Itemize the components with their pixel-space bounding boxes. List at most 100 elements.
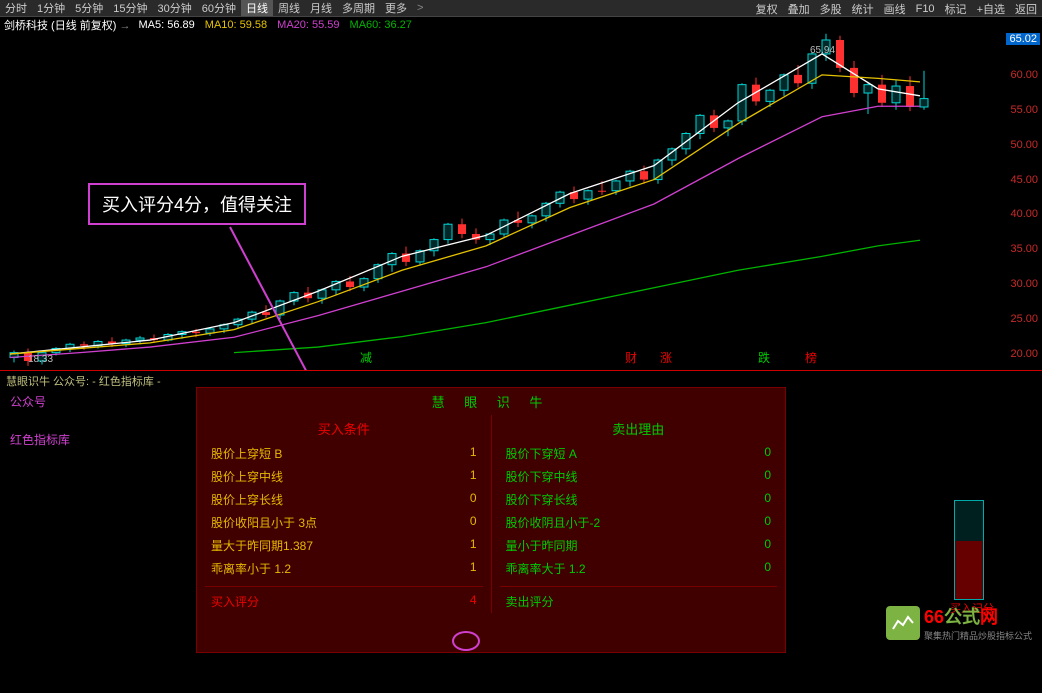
row-val: 0	[764, 468, 771, 485]
row-val: 0	[764, 560, 771, 577]
chart-bottom-mark: 跌	[758, 349, 770, 366]
low-price-label: 18.33	[28, 354, 53, 365]
right-menu-5[interactable]: F10	[911, 3, 940, 15]
y-tick: 60.00	[1010, 69, 1038, 81]
score-row: 股价上穿中线 1	[205, 465, 483, 488]
right-menu-4[interactable]: 画线	[879, 1, 911, 17]
sell-total-label: 卖出评分	[506, 593, 554, 610]
row-label: 股价收阴且小于-2	[506, 514, 601, 531]
timeframe-tab-5[interactable]: 60分钟	[197, 0, 241, 16]
y-tick: 30.00	[1010, 278, 1038, 290]
timeframe-tab-1[interactable]: 1分钟	[32, 0, 70, 16]
sell-column: 卖出理由 股价下穿短 A0股价下穿中线0股价下穿长线0股价收阴且小于-20量小于…	[492, 415, 786, 613]
score-row: 乖离率大于 1.2 0	[500, 557, 778, 580]
score-row: 股价下穿短 A 0	[500, 442, 778, 465]
chart-bottom-mark: 涨	[660, 349, 672, 366]
ma-label: MA5: 56.89	[139, 19, 195, 31]
score-title: 慧 眼 识 牛	[197, 388, 785, 415]
annotation-callout: 买入评分4分，值得关注	[88, 183, 306, 225]
right-menu-8[interactable]: 返回	[1010, 1, 1042, 17]
y-tick: 20.00	[1010, 348, 1038, 360]
y-tick: 45.00	[1010, 174, 1038, 186]
score-row: 股价下穿长线 0	[500, 488, 778, 511]
row-val: 1	[470, 560, 477, 577]
row-val: 1	[470, 445, 477, 462]
chart-bottom-mark: 财	[625, 349, 637, 366]
timeframe-tab-10[interactable]: 更多	[380, 0, 412, 16]
y-tick: 55.00	[1010, 104, 1038, 116]
row-label: 股价下穿短 A	[506, 445, 577, 462]
timeframe-tab-7[interactable]: 周线	[273, 0, 305, 16]
row-val: 1	[470, 537, 477, 554]
score-highlight-circle	[452, 631, 480, 651]
stock-name: 剑桥科技 (日线 前复权) →	[4, 17, 131, 33]
y-tick: 25.00	[1010, 313, 1038, 325]
right-menu-2[interactable]: 多股	[815, 1, 847, 17]
right-menu-6[interactable]: 标记	[940, 1, 972, 17]
y-tick: 50.00	[1010, 139, 1038, 151]
sidebar-text-2: 红色指标库	[10, 431, 70, 448]
sidebar-text-1: 公众号	[10, 393, 46, 410]
row-label: 股价上穿短 B	[211, 445, 282, 462]
row-val: 0	[764, 445, 771, 462]
score-table: 慧 眼 识 牛 买入条件 股价上穿短 B1股价上穿中线1股价上穿长线0股价收阳且…	[196, 387, 786, 653]
y-tick: 40.00	[1010, 208, 1038, 220]
right-menu-3[interactable]: 统计	[847, 1, 879, 17]
chart-bottom-mark: 减	[360, 349, 372, 366]
score-row: 股价上穿短 B 1	[205, 442, 483, 465]
row-val: 0	[764, 514, 771, 531]
row-label: 股价收阳且小于 3点	[211, 514, 317, 531]
timeframe-tab-8[interactable]: 月线	[305, 0, 337, 16]
score-row: 股价上穿长线 0	[205, 488, 483, 511]
buy-column: 买入条件 股价上穿短 B 1 股价上穿中线 1 股价上穿长线 0 股价收阳且小于 3点 0 量大…	[197, 415, 492, 613]
price-badge: 65.02	[1006, 33, 1040, 45]
score-row: 量大于昨同期1.387 1	[205, 534, 483, 557]
timeframe-tab-0[interactable]: 分时	[0, 0, 32, 16]
row-val: 0	[764, 491, 771, 508]
row-val: 0	[470, 514, 477, 531]
row-label: 乖离率小于 1.2	[211, 560, 291, 577]
row-label: 股价上穿中线	[211, 468, 283, 485]
timeframe-tab-6[interactable]: 日线	[241, 0, 273, 16]
row-label: 乖离率大于 1.2	[506, 560, 586, 577]
score-row: 量小于昨同期 0	[500, 534, 778, 557]
more-arrow[interactable]: >	[412, 2, 428, 14]
score-row: 乖离率小于 1.2 1	[205, 557, 483, 580]
volume-gauge	[954, 500, 984, 600]
buy-total-label: 买入评分	[211, 593, 259, 610]
row-label: 量大于昨同期1.387	[211, 537, 313, 554]
row-val: 0	[764, 537, 771, 554]
row-label: 股价下穿长线	[506, 491, 578, 508]
right-menu-0[interactable]: 复权	[751, 1, 783, 17]
right-menu-1[interactable]: 叠加	[783, 1, 815, 17]
buy-total-val: 4	[470, 593, 477, 610]
buy-total-row: 买入评分 4	[205, 586, 483, 613]
right-menu-7[interactable]: +自选	[972, 1, 1010, 17]
score-row: 股价下穿中线 0	[500, 465, 778, 488]
sell-total-row: 卖出评分	[500, 586, 778, 613]
timeframe-tab-3[interactable]: 15分钟	[108, 0, 152, 16]
logo-icon	[886, 606, 920, 640]
timeframe-tab-9[interactable]: 多周期	[337, 0, 380, 16]
row-label: 股价上穿长线	[211, 491, 283, 508]
info-bar: 剑桥科技 (日线 前复权) → MA5: 56.89MA10: 59.58MA2…	[0, 17, 1042, 33]
timeframe-tab-4[interactable]: 30分钟	[153, 0, 197, 16]
kline-chart[interactable]: 20.00 25.00 30.00 35.00 40.00 45.00 50.00 55.00…	[0, 33, 1042, 368]
row-label: 股价下穿中线	[506, 468, 578, 485]
y-axis: 20.00 25.00 30.00 35.00 40.00 45.00 50.00 55.00…	[1004, 33, 1040, 368]
watermark-logo: 66公式网 聚集热门精品炒股指标公式	[886, 603, 1032, 642]
score-row: 股价收阴且小于-2 0	[500, 511, 778, 534]
timeframe-tab-2[interactable]: 5分钟	[70, 0, 108, 16]
top-right-menu: 复权叠加多股统计画线F10标记+自选返回	[751, 0, 1042, 17]
row-val: 1	[470, 468, 477, 485]
chart-bottom-mark: 榜	[805, 349, 817, 366]
score-row: 股价收阳且小于 3点 0	[205, 511, 483, 534]
row-label: 量小于昨同期	[506, 537, 578, 554]
sell-header: 卖出理由	[500, 415, 778, 442]
high-price-label: 65.94	[810, 45, 835, 56]
buy-header: 买入条件	[205, 415, 483, 442]
row-val: 0	[470, 491, 477, 508]
y-tick: 35.00	[1010, 243, 1038, 255]
ma-label: MA60: 36.27	[350, 19, 412, 31]
ma-label: MA10: 59.58	[205, 19, 267, 31]
